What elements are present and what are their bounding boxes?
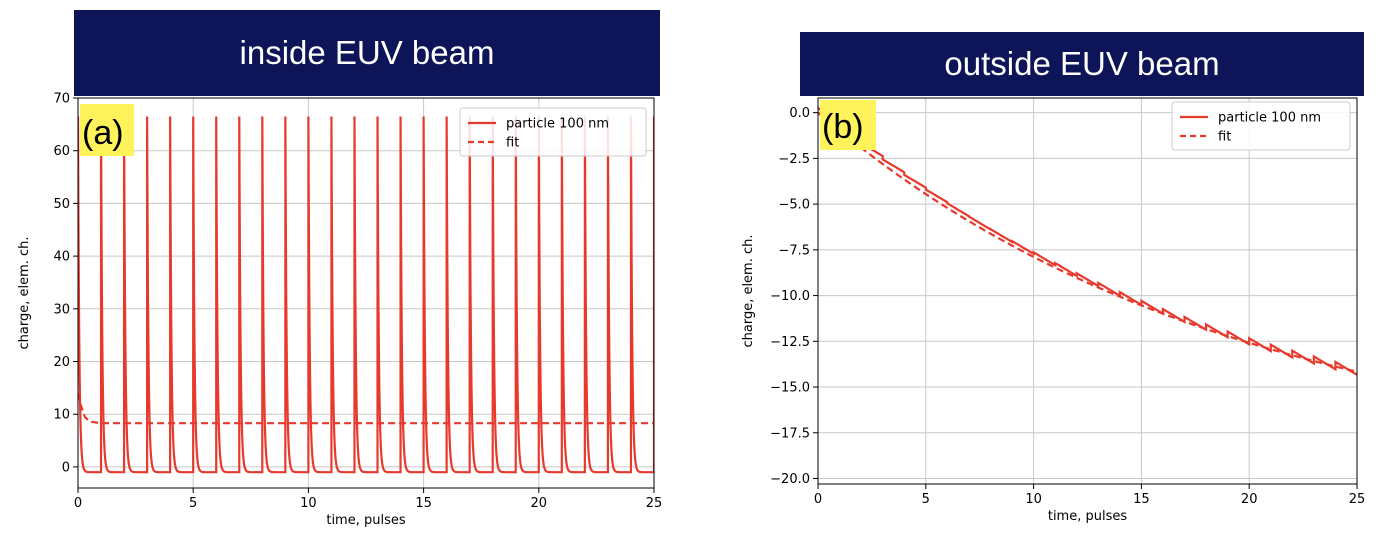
legend-box-a: [459, 107, 647, 157]
panel-label-a: (a): [82, 114, 124, 152]
xtick-label-3: 15: [1133, 492, 1150, 507]
panel-label-highlight-a: [80, 104, 134, 156]
xtick-label-3: 15: [415, 496, 432, 511]
xtick-label-5: 25: [1349, 492, 1366, 507]
legend-label-0-a: particle 100 nm: [506, 117, 609, 132]
x-axis-label-b: time, pulses: [1048, 509, 1128, 524]
xtick-label-1: 5: [922, 492, 930, 507]
y-axis-label-a: charge, elem. ch.: [17, 236, 32, 349]
ytick-label-4: −10.0: [770, 289, 810, 304]
ytick-label-0: 0.0: [789, 106, 810, 121]
ytick-label-1: −2.5: [778, 152, 810, 167]
series-fit-a: [78, 392, 654, 425]
y-axis-label-b: charge, elem. ch.: [741, 234, 756, 347]
banner-inside-euv: inside EUV beam: [74, 10, 660, 96]
ytick-label-3: 30: [53, 302, 70, 317]
series-fit-b: [818, 111, 1357, 373]
panel-label-b: (b): [822, 108, 864, 146]
x-axis-label-a: time, pulses: [326, 513, 406, 528]
banner-outside-euv: outside EUV beam: [800, 32, 1364, 96]
ytick-label-5: −12.5: [770, 335, 810, 350]
chart-panel-b: 0 5 10 15 20 25 0.0 −2.5 −5.0 −7.5 −10.0 −12.5 −15.0…: [741, 97, 1366, 524]
ytick-label-3: −7.5: [778, 243, 810, 258]
axes-frame-a: [77, 97, 655, 489]
xtick-label-2: 10: [300, 496, 317, 511]
xtick-label-0: 0: [74, 496, 82, 511]
xtick-label-0: 0: [814, 492, 822, 507]
legend-box-b: [1171, 101, 1351, 151]
panel-label-highlight-b: [820, 100, 876, 150]
chart-panel-a: 0 5 10 15 20 25 0 10 20 30 40 50 60 70 time, pulses cha…: [17, 92, 662, 529]
xtick-label-5: 25: [646, 496, 663, 511]
xtick-label-2: 10: [1025, 492, 1042, 507]
ytick-label-7: −17.5: [770, 426, 810, 441]
xtick-label-1: 5: [189, 496, 197, 511]
ytick-label-2: 20: [53, 355, 70, 370]
xtick-label-4: 20: [1241, 492, 1258, 507]
ytick-label-1: 10: [53, 408, 70, 423]
ytick-label-8: −20.0: [770, 472, 810, 487]
ytick-label-4: 40: [53, 250, 70, 265]
xtick-label-4: 20: [531, 496, 548, 511]
ytick-label-0: 0: [62, 460, 70, 475]
series-particle-a: [78, 116, 654, 474]
ytick-label-2: −5.0: [778, 198, 810, 213]
legend-label-1-b: fit: [1218, 130, 1231, 145]
ytick-label-6: −15.0: [770, 381, 810, 396]
ytick-label-6: 60: [53, 144, 70, 159]
ytick-label-7: 70: [53, 92, 70, 107]
axes-frame-b: [817, 97, 1358, 485]
legend-label-1-a: fit: [506, 136, 519, 151]
ytick-label-5: 50: [53, 197, 70, 212]
legend-label-0-b: particle 100 nm: [1218, 111, 1321, 126]
